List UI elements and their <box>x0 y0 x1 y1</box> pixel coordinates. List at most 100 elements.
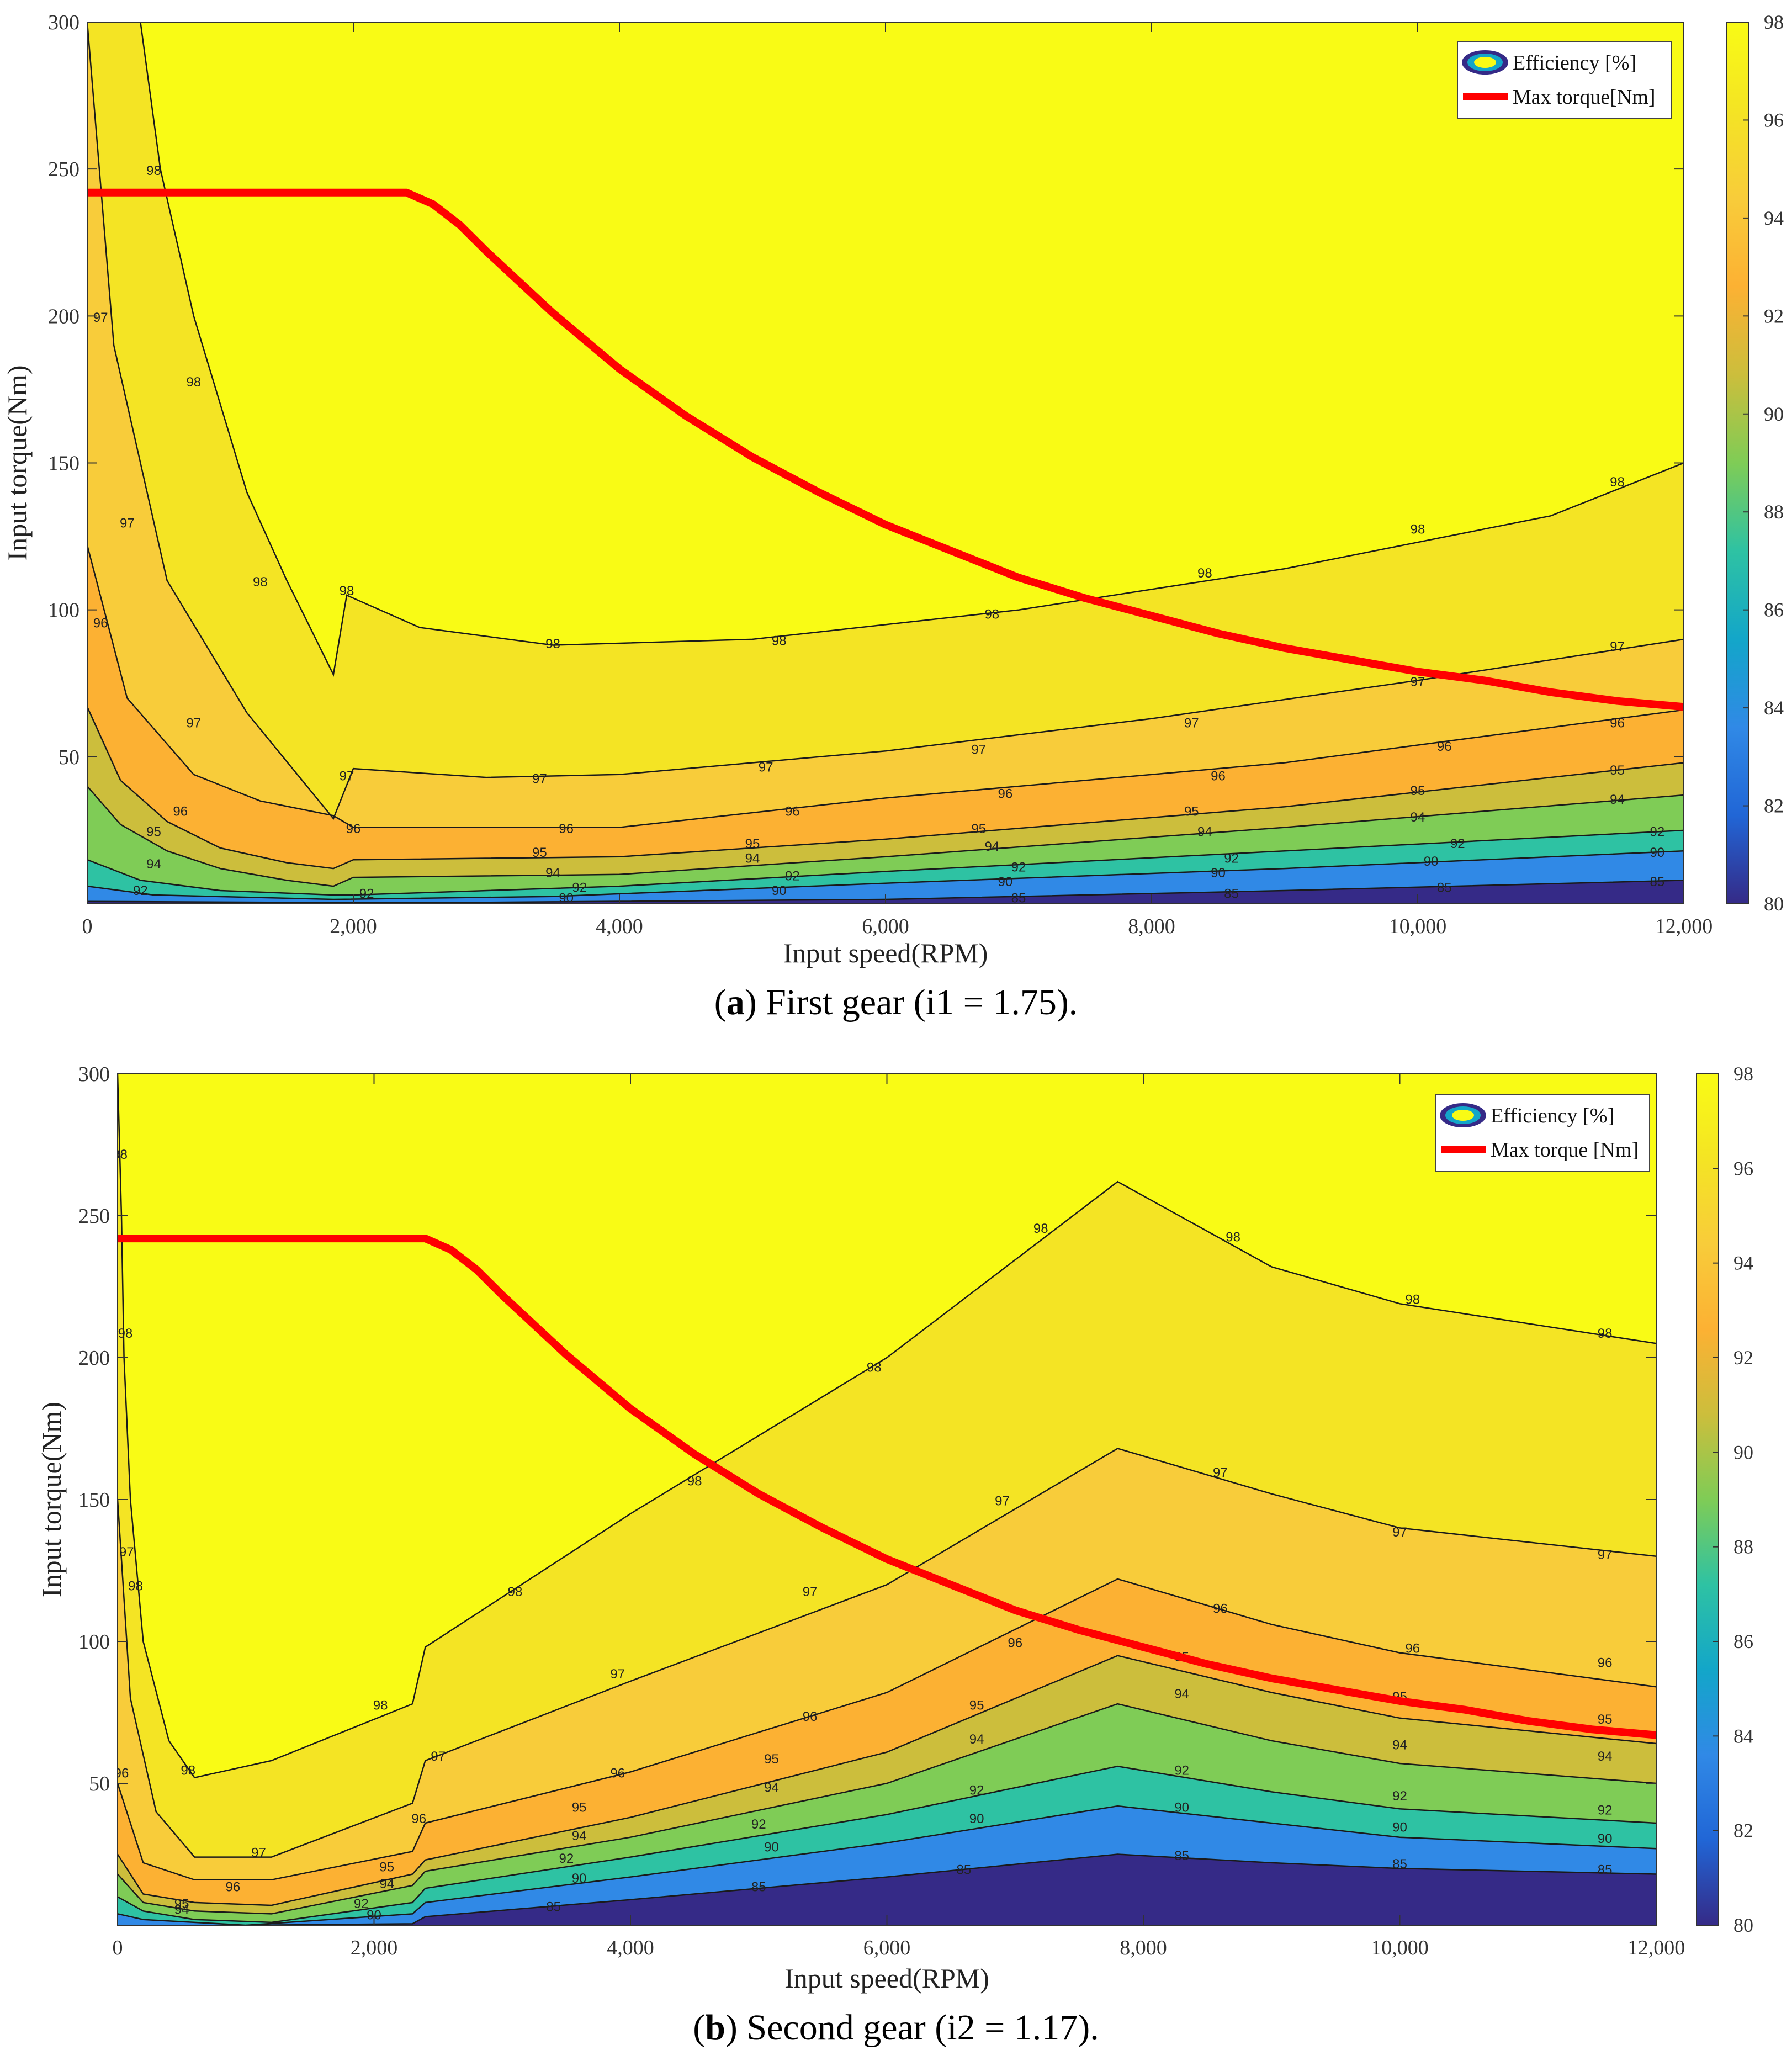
y-tick-label: 50 <box>89 1772 110 1795</box>
contour-label-90: 90 <box>1174 1800 1189 1815</box>
contour-line-96 <box>118 1578 1656 1881</box>
colorbar <box>1726 22 1749 904</box>
contour-label-97: 97 <box>1598 1548 1613 1562</box>
y-tick-label: 150 <box>78 1488 110 1512</box>
contour-label-96: 96 <box>998 786 1013 801</box>
contour-label-92: 92 <box>354 1897 369 1911</box>
contour-label-95: 95 <box>745 836 760 851</box>
figure-second-gear: 98 98 98 98 98 98 98 98 98 98 98 98 97 97 97 97 97 97 97 97… <box>0 1049 1792 2066</box>
contour-label-95: 95 <box>764 1752 779 1767</box>
contour-label-92: 92 <box>559 1851 574 1866</box>
contour-label-98: 98 <box>181 1763 195 1778</box>
contour-label-92: 92 <box>1650 825 1664 840</box>
contour-label-97: 97 <box>532 772 547 787</box>
y-tick-label: 200 <box>48 305 79 328</box>
contour-label-98: 98 <box>340 584 354 598</box>
x-tick-label: 6,000 <box>863 1936 911 1959</box>
contour-label-94: 94 <box>1610 792 1625 807</box>
contour-label-94: 94 <box>545 866 560 881</box>
contour-label-97: 97 <box>340 769 354 783</box>
contour-label-90: 90 <box>772 883 787 898</box>
contour-label-96: 96 <box>346 822 361 836</box>
y-tick-label: 100 <box>48 599 79 622</box>
contour-label-94: 94 <box>1392 1737 1407 1752</box>
plot-area: 98 98 98 98 98 98 98 98 98 98 98 98 97 97 97 97 97 97 97 97… <box>114 1074 1656 1925</box>
contour-label-96: 96 <box>411 1811 426 1826</box>
contour-label-98: 98 <box>1598 1326 1613 1341</box>
contour-label-90: 90 <box>1650 845 1664 860</box>
contour-label-92: 92 <box>969 1783 984 1798</box>
contour-line-94 <box>87 786 1684 887</box>
x-tick-label: 4,000 <box>596 915 643 938</box>
contour-label-97: 97 <box>1411 675 1425 690</box>
x-tick-label: 2,000 <box>330 915 377 938</box>
contour-label-96: 96 <box>1598 1655 1613 1670</box>
y-tick-label: 150 <box>48 452 79 475</box>
x-tick-label: 6,000 <box>862 915 909 938</box>
colorbar-tick-label: 86 <box>1733 1630 1753 1652</box>
contour-label-95: 95 <box>174 1897 189 1911</box>
contour-line-85 <box>246 1853 1656 1925</box>
contour-label-85: 85 <box>1224 886 1239 901</box>
contour-label-96: 96 <box>93 616 108 631</box>
caption-letter: b <box>705 2007 725 2048</box>
contour-label-97: 97 <box>120 516 135 531</box>
contour-label-98: 98 <box>1405 1292 1420 1307</box>
contour-label-92: 92 <box>133 883 148 898</box>
contour-label-97: 97 <box>1610 639 1625 654</box>
contour-label-92: 92 <box>572 881 587 896</box>
colorbar-tick-label: 86 <box>1764 599 1784 621</box>
max-torque-line <box>87 188 1684 711</box>
caption-open: ( <box>693 2007 706 2048</box>
contour-line-95 <box>118 1655 1656 1906</box>
contour-label-98: 98 <box>118 1326 133 1341</box>
caption-text: ) First gear (i1 = 1.75). <box>744 982 1078 1023</box>
contour-label-95: 95 <box>532 845 547 860</box>
contour-label-96: 96 <box>559 822 574 836</box>
efficiency-legend-icon-core <box>1452 1110 1474 1121</box>
contour-label-98: 98 <box>1610 475 1625 490</box>
contour-label-97: 97 <box>995 1493 1010 1508</box>
x-axis-label: Input speed(RPM) <box>783 937 988 968</box>
figure-first-gear: 98 98 98 98 98 98 98 98 98 98 97 97 97 97 97 97 97 97 97 97… <box>2 11 1784 1023</box>
contour-label-97: 97 <box>971 743 986 757</box>
contour-line-98 <box>140 22 1684 677</box>
contour-label-85: 85 <box>1011 891 1026 905</box>
contour-label-97: 97 <box>1213 1465 1228 1480</box>
contour-label-97: 97 <box>186 716 201 731</box>
contour-label-98: 98 <box>373 1698 388 1713</box>
colorbar-tick-label: 82 <box>1764 795 1784 817</box>
contour-label-96: 96 <box>114 1766 129 1781</box>
contour-label-98: 98 <box>508 1585 523 1599</box>
contour-label-92: 92 <box>1392 1789 1407 1804</box>
contour-label-92: 92 <box>1224 851 1239 866</box>
contour-label-98: 98 <box>186 375 201 390</box>
contour-label-98: 98 <box>1197 566 1212 581</box>
contour-label-96: 96 <box>803 1709 818 1724</box>
contour-label-92: 92 <box>359 886 374 901</box>
contour-label-94: 94 <box>146 857 161 872</box>
contour-label-90: 90 <box>1424 854 1439 869</box>
x-axis-label: Input speed(RPM) <box>784 1963 989 1994</box>
contour-label-92: 92 <box>785 868 800 883</box>
contour-label-98: 98 <box>253 575 268 590</box>
contour-label-96: 96 <box>785 804 800 819</box>
colorbar-tick-label: 88 <box>1733 1536 1753 1558</box>
contour-line-85 <box>87 880 1684 904</box>
band-below-98 <box>87 22 1684 904</box>
contour-label-94: 94 <box>969 1732 984 1747</box>
contour-label-98: 98 <box>1226 1230 1240 1244</box>
contour-line-97 <box>87 22 1684 820</box>
colorbar-tick-label: 84 <box>1733 1725 1753 1747</box>
legend-max-torque-label: Max torque[Nm] <box>1513 86 1656 109</box>
contour-line-95 <box>87 706 1684 870</box>
contour-label-96: 96 <box>610 1766 625 1781</box>
y-tick-label: 300 <box>48 11 79 34</box>
contour-label-96: 96 <box>1610 716 1625 731</box>
contour-label-98: 98 <box>984 607 999 622</box>
contour-label-98: 98 <box>545 637 560 651</box>
band-below-85 <box>87 880 1684 904</box>
contour-label-90: 90 <box>969 1811 984 1826</box>
contour-label-92: 92 <box>1450 836 1465 851</box>
y-tick-label: 100 <box>78 1630 110 1654</box>
